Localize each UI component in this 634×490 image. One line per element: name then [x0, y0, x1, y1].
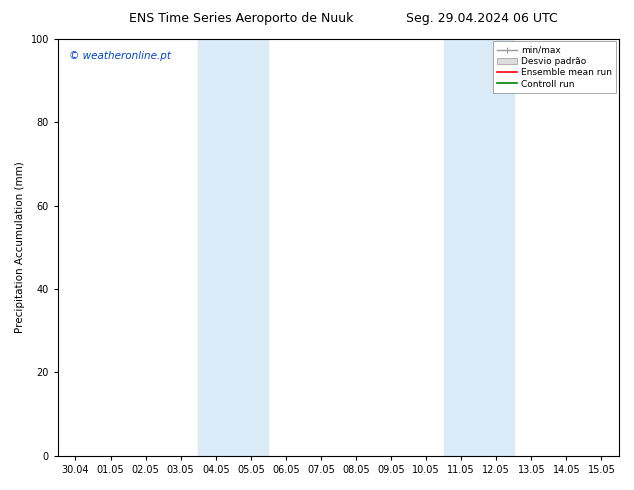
Text: © weatheronline.pt: © weatheronline.pt — [69, 51, 171, 61]
Bar — [198, 39, 268, 456]
Legend: min/max, Desvio padrão, Ensemble mean run, Controll run: min/max, Desvio padrão, Ensemble mean ru… — [493, 41, 616, 93]
Text: Seg. 29.04.2024 06 UTC: Seg. 29.04.2024 06 UTC — [406, 12, 558, 25]
Text: ENS Time Series Aeroporto de Nuuk: ENS Time Series Aeroporto de Nuuk — [129, 12, 353, 25]
Bar — [444, 39, 514, 456]
Y-axis label: Precipitation Accumulation (mm): Precipitation Accumulation (mm) — [15, 161, 25, 333]
